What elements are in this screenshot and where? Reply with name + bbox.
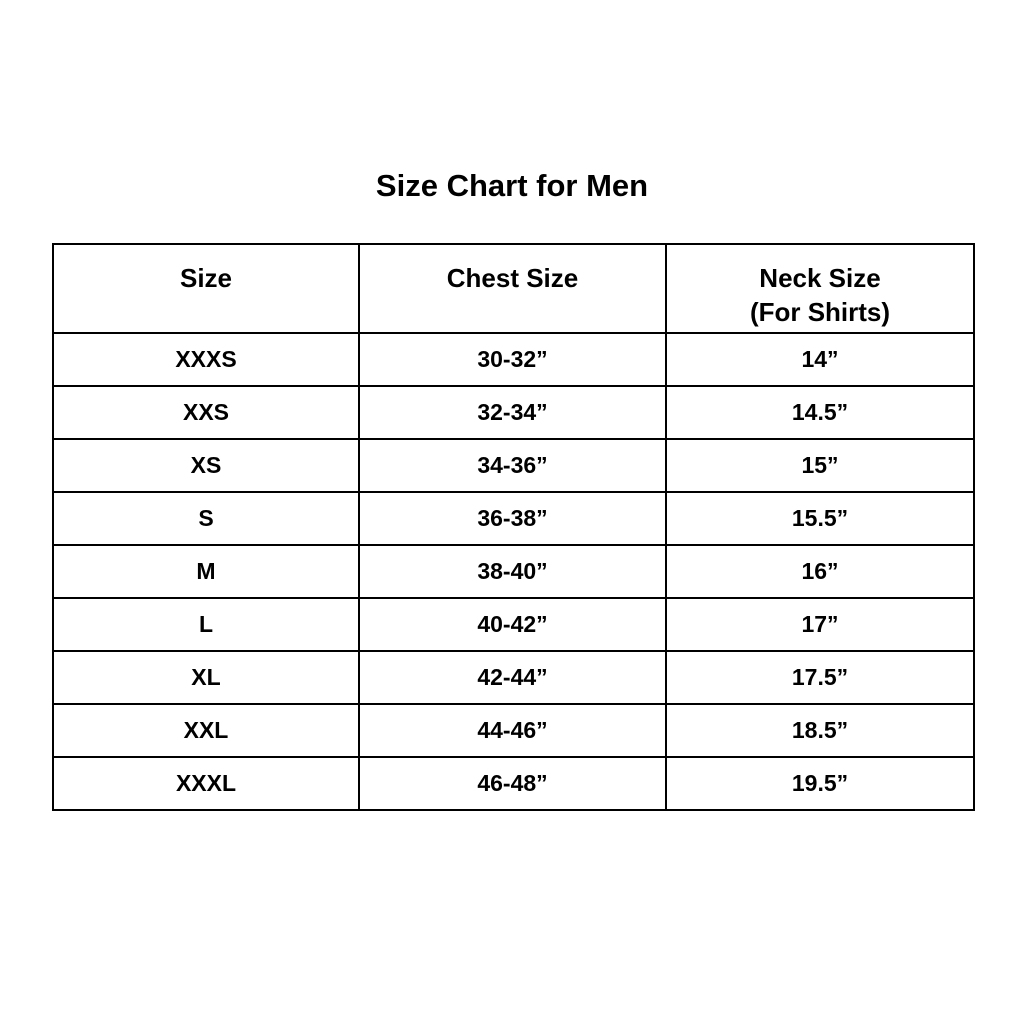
table-row: XXL 44-46” 18.5”	[52, 703, 975, 758]
chest-size-cell: 40-42”	[358, 597, 667, 652]
header-neck-size: Neck Size (For Shirts)	[665, 243, 975, 334]
chest-size-cell: 44-46”	[358, 703, 667, 758]
size-cell: L	[52, 597, 360, 652]
size-cell: XS	[52, 438, 360, 493]
chest-size-cell: 32-34”	[358, 385, 667, 440]
table-row: XXS 32-34” 14.5”	[52, 385, 975, 440]
header-neck-size-note: (For Shirts)	[749, 297, 891, 327]
table-row: L 40-42” 17”	[52, 597, 975, 652]
neck-size-cell: 16”	[665, 544, 975, 599]
chest-size-cell: 46-48”	[358, 756, 667, 811]
header-row: Size Chest Size Neck Size (For Shirts)	[52, 243, 975, 334]
neck-size-cell: 17.5”	[665, 650, 975, 705]
neck-size-cell: 18.5”	[665, 703, 975, 758]
table-row: XL 42-44” 17.5”	[52, 650, 975, 705]
table-row: M 38-40” 16”	[52, 544, 975, 599]
size-cell: S	[52, 491, 360, 546]
size-cell: XXXL	[52, 756, 360, 811]
table-row: S 36-38” 15.5”	[52, 491, 975, 546]
header-neck-size-label: Neck Size	[759, 263, 881, 293]
neck-size-cell: 14.5”	[665, 385, 975, 440]
header-size: Size	[52, 243, 360, 334]
chest-size-cell: 36-38”	[358, 491, 667, 546]
size-cell: XXXS	[52, 332, 360, 387]
table-row: XS 34-36” 15”	[52, 438, 975, 493]
size-cell: XXS	[52, 385, 360, 440]
table-row: XXXS 30-32” 14”	[52, 332, 975, 387]
neck-size-cell: 14”	[665, 332, 975, 387]
size-cell: M	[52, 544, 360, 599]
neck-size-cell: 19.5”	[665, 756, 975, 811]
size-cell: XL	[52, 650, 360, 705]
size-cell: XXL	[52, 703, 360, 758]
chest-size-cell: 30-32”	[358, 332, 667, 387]
table-row: XXXL 46-48” 19.5”	[52, 756, 975, 811]
size-chart-table: Size Chest Size Neck Size (For Shirts) XX…	[52, 243, 975, 811]
neck-size-cell: 15.5”	[665, 491, 975, 546]
chest-size-cell: 34-36”	[358, 438, 667, 493]
chest-size-cell: 42-44”	[358, 650, 667, 705]
neck-size-cell: 15”	[665, 438, 975, 493]
chest-size-cell: 38-40”	[358, 544, 667, 599]
neck-size-cell: 17”	[665, 597, 975, 652]
page-title: Size Chart for Men	[375, 168, 649, 203]
header-chest-size: Chest Size	[358, 243, 667, 334]
